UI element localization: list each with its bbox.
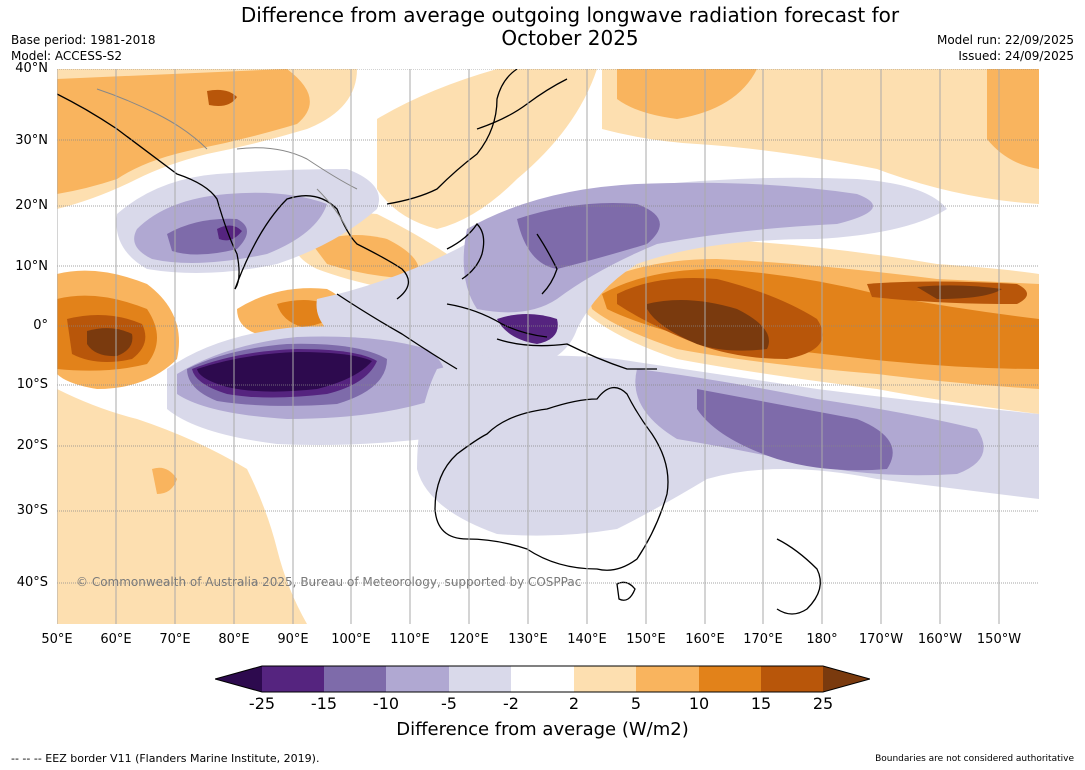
- lon-label-150e: 150°E: [626, 632, 666, 647]
- olr-anomaly-map: © Commonwealth of Australia 2025, Bureau…: [56, 68, 1039, 624]
- lon-label-160w: 160°W: [917, 632, 963, 647]
- lon-label-130e: 130°E: [508, 632, 548, 647]
- lon-label-140e: 140°E: [567, 632, 607, 647]
- lat-label-40s: 40°S: [16, 575, 48, 590]
- lat-label-20s: 20°S: [16, 438, 48, 453]
- colorbar-outline: [215, 665, 870, 693]
- colorbar-tick-2: 2: [568, 694, 580, 713]
- colorbar-segment-1: [262, 666, 324, 692]
- lon-label-90e: 90°E: [277, 632, 309, 647]
- lon-label-70e: 70°E: [159, 632, 191, 647]
- lon-label-120e: 120°E: [449, 632, 489, 647]
- colorbar-tick-neg2: -2: [503, 694, 519, 713]
- colorbar-tick-15: 15: [750, 694, 772, 713]
- colorbar: [215, 665, 870, 693]
- lon-label-50e: 50°E: [41, 632, 73, 647]
- lat-label-10n: 10°N: [15, 259, 48, 274]
- colorbar-tick-10: 10: [688, 694, 710, 713]
- eez-note: -- -- -- EEZ border V11 (Flanders Marine…: [11, 752, 320, 765]
- colorbar-segment-max: [823, 666, 870, 692]
- colorbar-segment-8: [699, 666, 761, 692]
- lon-label-60e: 60°E: [100, 632, 132, 647]
- colorbar-segment-6: [574, 666, 636, 692]
- colorbar-segment-7: [636, 666, 699, 692]
- title-line-1: Difference from average outgoing longwav…: [240, 3, 900, 27]
- colorbar-tick-neg15: -15: [310, 694, 338, 713]
- colorbar-title: Difference from average (W/m2): [396, 719, 689, 740]
- chart-title: Difference from average outgoing longwav…: [140, 4, 1000, 50]
- graticule: [57, 68, 1039, 584]
- copyright-text: © Commonwealth of Australia 2025, Bureau…: [76, 575, 581, 589]
- colorbar-tick-5: 5: [630, 694, 642, 713]
- meridians: [56, 69, 1000, 624]
- model-name: Model: ACCESS-S2: [11, 49, 123, 63]
- lat-label-0: 0°: [33, 318, 48, 333]
- model-run: Model run: 22/09/2025: [936, 33, 1074, 47]
- lon-label-160e: 160°E: [685, 632, 725, 647]
- colorbar-tick-neg5: -5: [441, 694, 457, 713]
- lat-label-30s: 30°S: [16, 503, 48, 518]
- meta-right: Model run: 22/09/2025 Issued: 24/09/2025: [937, 32, 1074, 64]
- lon-label-170w: 170°W: [858, 632, 904, 647]
- colorbar-segment-4: [449, 666, 511, 692]
- colorbar-tick-25: 25: [812, 694, 834, 713]
- lon-label-150w: 150°W: [976, 632, 1022, 647]
- colorbar-segment-2: [324, 666, 386, 692]
- colorbar-segment-min: [215, 666, 262, 692]
- colorbar-tick-neg25: -25: [248, 694, 276, 713]
- lon-label-170e: 170°E: [743, 632, 783, 647]
- lat-label-30n: 30°N: [15, 133, 48, 148]
- lon-label-110e: 110°E: [390, 632, 430, 647]
- lat-label-40n: 40°N: [15, 61, 48, 76]
- coastlines: [56, 68, 821, 615]
- base-period: Base period: 1981-2018: [11, 33, 156, 47]
- country-borders: [96, 88, 358, 230]
- issued-date: Issued: 24/09/2025: [958, 49, 1074, 63]
- lat-label-10s: 10°S: [16, 377, 48, 392]
- lon-label-80e: 80°E: [218, 632, 250, 647]
- lon-label-100e: 100°E: [331, 632, 371, 647]
- disclaimer: Boundaries are not considered authoritat…: [875, 754, 1074, 764]
- colorbar-tick-neg10: -10: [372, 694, 400, 713]
- lat-label-20n: 20°N: [15, 198, 48, 213]
- colorbar-segment-5: [511, 666, 574, 692]
- title-line-2: October 2025: [501, 26, 639, 50]
- map-panel: © Commonwealth of Australia 2025, Bureau…: [56, 68, 1039, 624]
- lon-label-180: 180°: [806, 632, 838, 647]
- meta-left: Base period: 1981-2018 Model: ACCESS-S2: [11, 32, 156, 64]
- colorbar-segment-9: [761, 666, 823, 692]
- negative-anomaly-fields: [116, 169, 1039, 536]
- colorbar-segment-3: [386, 666, 449, 692]
